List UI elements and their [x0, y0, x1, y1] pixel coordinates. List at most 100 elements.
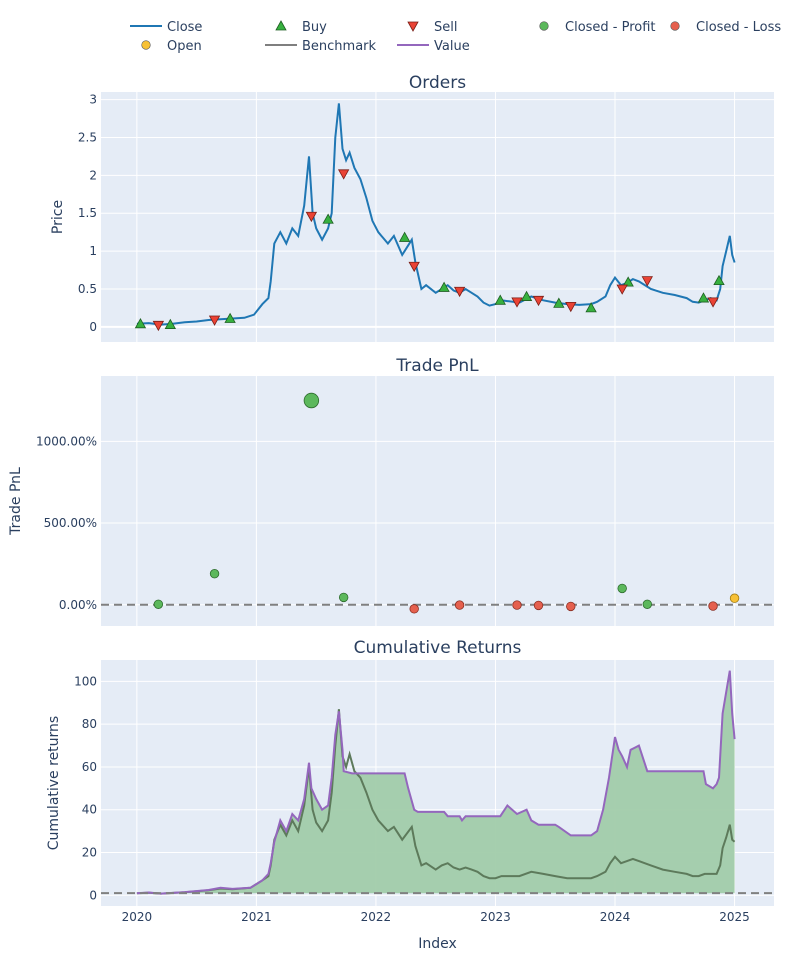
- buy-marker: [585, 302, 597, 313]
- trade-pnl-y-tick-labels: 0.00% 500.00% 1000.00%: [36, 434, 97, 611]
- orders-y-tick-label: 1.5: [78, 206, 97, 220]
- closed-loss-point: [409, 604, 419, 614]
- trade-pnl-marks: [101, 392, 774, 614]
- sell-marker: [511, 297, 523, 308]
- closed-profit-point: [617, 583, 627, 594]
- sell-marker: [337, 169, 350, 180]
- buy-marker: [134, 317, 147, 329]
- cumulative-returns-y-tick-label: 0: [89, 888, 97, 902]
- x-tick-label: 2023: [480, 910, 511, 924]
- orders-marks: [134, 103, 736, 332]
- legend[interactable]: Close Buy Sell Closed - Profit Closed - Loss…: [130, 20, 781, 54]
- orders-y-tick-label: 0: [89, 320, 97, 334]
- trade-pnl-y-tick-label: 500.00%: [44, 516, 97, 530]
- x-axis-label: Index: [418, 936, 457, 952]
- close-price-line: [136, 103, 736, 326]
- orders-y-tick-label: 0.5: [78, 282, 97, 296]
- closed_loss-legend-swatch: [670, 21, 680, 31]
- legend-item-close[interactable]: Close: [130, 20, 202, 35]
- orders-title: Orders: [409, 73, 466, 93]
- legend-item-value[interactable]: Value: [397, 39, 470, 54]
- closed-profit-point: [338, 592, 349, 603]
- orders-y-tick-labels: 0 0.5 1 1.5 2 2.5 3: [78, 93, 97, 334]
- sell-legend-label: Sell: [434, 20, 457, 35]
- trade-pnl-y-tick-label: 0.00%: [59, 598, 97, 612]
- x-tick-labels: 2020 2021 2022 2023 2024 2025: [122, 910, 750, 924]
- x-tick-label: 2020: [122, 910, 153, 924]
- buy-marker: [322, 213, 334, 224]
- closed-loss-point: [533, 600, 544, 611]
- sell-marker: [305, 211, 318, 223]
- orders-y-tick-label: 1: [89, 244, 97, 258]
- value-line: [136, 670, 736, 895]
- cumulative-returns-y-tick-label: 100: [74, 674, 97, 688]
- sell-marker: [408, 261, 420, 273]
- closed_profit-legend-swatch: [539, 21, 549, 31]
- sell-marker: [532, 295, 545, 307]
- closed-profit-point: [642, 599, 652, 609]
- benchmark-line: [136, 709, 736, 895]
- orders-plot-area: [101, 92, 774, 342]
- sell-marker: [707, 297, 719, 308]
- legend-item-benchmark[interactable]: Benchmark: [265, 39, 377, 54]
- sell-legend-swatch: [407, 21, 419, 32]
- closed-profit-point: [153, 599, 164, 609]
- sell-marker: [152, 320, 165, 332]
- cumulative-returns-marks: [101, 670, 774, 895]
- buy-marker: [438, 281, 450, 292]
- orders-grid: [101, 92, 774, 342]
- cumulative-returns-y-tick-label: 80: [82, 717, 97, 731]
- orders-y-tick-label: 3: [89, 93, 97, 107]
- buy-marker: [520, 290, 533, 301]
- buy-legend-swatch: [275, 20, 287, 31]
- closed-profit-point: [209, 569, 220, 579]
- buy-marker: [553, 297, 565, 308]
- x-tick-label: 2022: [361, 910, 392, 924]
- buy-legend-label: Buy: [302, 20, 327, 35]
- legend-item-closed-profit[interactable]: Closed - Profit: [539, 20, 656, 35]
- trade-pnl-y-axis-label: Trade PnL: [8, 467, 24, 536]
- sell-marker: [616, 284, 628, 295]
- open-legend-label: Open: [167, 39, 202, 54]
- sell-marker: [453, 286, 466, 298]
- sell-marker: [565, 301, 577, 313]
- value-legend-label: Value: [434, 39, 470, 54]
- closed-loss-point: [708, 601, 718, 611]
- closed_loss-legend-label: Closed - Loss: [696, 20, 781, 35]
- cumulative-returns-y-tick-labels: 0 20 40 60 80 100: [74, 674, 97, 902]
- legend-item-buy[interactable]: Buy: [275, 20, 327, 35]
- buy-marker: [713, 274, 725, 286]
- cumulative-returns-y-tick-label: 40: [82, 803, 97, 817]
- closed_profit-legend-label: Closed - Profit: [565, 20, 656, 35]
- cumulative-returns-panel: 0 20 40 60 80 100 Cumulative Returns Cumulati…: [46, 638, 774, 906]
- buy-marker: [398, 231, 411, 242]
- orders-y-tick-label: 2.5: [78, 130, 97, 144]
- legend-item-closed-loss[interactable]: Closed - Loss: [670, 20, 782, 35]
- legend-item-open[interactable]: Open: [141, 39, 202, 54]
- cumulative-returns-y-tick-label: 20: [82, 846, 97, 860]
- close-legend-label: Close: [167, 20, 202, 35]
- value-fill-area: [136, 670, 735, 894]
- buy-marker: [697, 292, 710, 303]
- x-tick-label: 2024: [600, 910, 631, 924]
- cumulative-returns-y-tick-label: 60: [82, 760, 97, 774]
- buy-marker: [622, 276, 634, 287]
- buy-marker: [164, 318, 177, 329]
- closed-loss-point: [512, 600, 522, 610]
- orders-panel: 0 0.5 1 1.5 2 2.5 3 Orders Price: [50, 73, 774, 342]
- open-trade-point: [729, 593, 740, 603]
- legend-item-sell[interactable]: Sell: [407, 20, 457, 35]
- buy-marker: [494, 294, 506, 305]
- cumulative-returns-title: Cumulative Returns: [354, 638, 522, 658]
- buy-marker: [224, 312, 236, 323]
- closed-loss-point: [454, 600, 465, 610]
- closed-loss-point: [566, 601, 576, 612]
- orders-y-tick-label: 2: [89, 168, 97, 182]
- x-tick-label: 2021: [241, 910, 272, 924]
- open-legend-swatch: [141, 40, 151, 50]
- orders-y-axis-label: Price: [50, 200, 66, 234]
- sell-marker: [641, 276, 653, 287]
- sell-marker: [208, 315, 221, 326]
- closed-profit-point: [303, 392, 320, 409]
